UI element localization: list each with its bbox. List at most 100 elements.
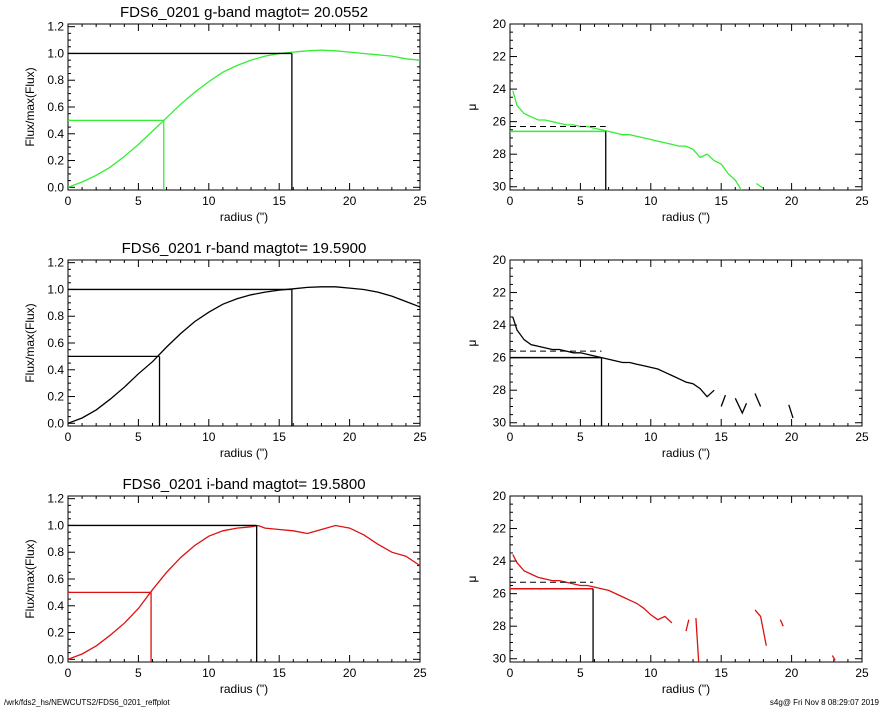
x-tick-label: 20 — [785, 430, 799, 444]
y-tick-label: 30 — [493, 416, 507, 430]
x-axis-label: radius (") — [220, 682, 268, 696]
x-tick-label: 25 — [413, 194, 427, 208]
y-axis-label: Flux/max(Flux) — [23, 303, 37, 382]
x-tick-label: 25 — [855, 430, 869, 444]
y-tick-label: 0.8 — [47, 309, 64, 323]
y-tick-label: 30 — [493, 180, 507, 194]
y-tick-label: 26 — [493, 115, 507, 129]
y-tick-label: 22 — [493, 286, 507, 300]
y-tick-label: 0.0 — [47, 180, 64, 194]
growth-curve — [68, 286, 420, 424]
y-tick-label: 0.6 — [47, 336, 64, 350]
sb-profile-segment — [734, 398, 748, 415]
x-axis-label: radius (") — [662, 210, 710, 224]
x-tick-label: 10 — [644, 666, 658, 680]
y-tick-label: 28 — [493, 383, 507, 397]
y-tick-label: 30 — [493, 652, 507, 666]
x-tick-label: 20 — [343, 666, 357, 680]
x-tick-label: 0 — [65, 430, 72, 444]
plot-frame — [67, 259, 421, 427]
sb-profile-segment — [754, 609, 767, 646]
y-tick-label: 24 — [493, 318, 507, 332]
x-tick-label: 5 — [135, 194, 142, 208]
x-tick-label: 20 — [343, 194, 357, 208]
y-tick-label: 26 — [493, 351, 507, 365]
sb-profile-segment — [788, 404, 794, 419]
x-axis-label: radius (") — [662, 682, 710, 696]
y-tick-label: 1.2 — [47, 20, 64, 34]
chart-title: FDS6_0201 i-band magtot= 19.5800 — [122, 476, 365, 493]
x-tick-label: 5 — [135, 430, 142, 444]
x-tick-label: 10 — [644, 430, 658, 444]
plot-frame — [67, 23, 421, 191]
x-tick-label: 20 — [343, 430, 357, 444]
sb-profile — [512, 90, 743, 190]
plot-area — [68, 286, 420, 426]
y-tick-label: 20 — [493, 489, 507, 503]
x-tick-label: 5 — [577, 430, 584, 444]
chart-panel-5: 0 5 10 15 20 25 0.0 0.2 0.4 0.6 0.8 1.0 1.2 radius ("… — [23, 476, 427, 696]
y-tick-label: 20 — [493, 253, 507, 267]
chart-panel-2: 0 5 10 15 20 25 20 22 24 26 28 30 radius (") μ — [465, 17, 869, 224]
plot-area — [510, 554, 836, 662]
x-tick-label: 15 — [273, 666, 287, 680]
x-tick-label: 25 — [855, 666, 869, 680]
y-tick-label: 22 — [493, 522, 507, 536]
plot-area — [68, 524, 420, 662]
x-tick-label: 10 — [202, 430, 216, 444]
chart-title: FDS6_0201 r-band magtot= 19.5900 — [122, 240, 367, 257]
chart-panel-6: 0 5 10 15 20 25 20 22 24 26 28 30 radius (") μ — [465, 489, 869, 696]
plot-frame — [509, 259, 863, 427]
x-tick-label: 5 — [577, 194, 584, 208]
x-tick-label: 10 — [644, 194, 658, 208]
y-axis-label: μ — [465, 575, 479, 582]
x-tick-label: 0 — [65, 666, 72, 680]
x-tick-label: 15 — [715, 194, 729, 208]
x-tick-label: 15 — [715, 666, 729, 680]
y-axis-label: Flux/max(Flux) — [23, 539, 37, 618]
y-tick-label: 0.2 — [47, 626, 64, 640]
growth-curve — [68, 49, 420, 188]
y-tick-label: 0.0 — [47, 416, 64, 430]
y-tick-label: 0.6 — [47, 572, 64, 586]
x-tick-label: 15 — [273, 194, 287, 208]
plot-area — [68, 49, 420, 190]
x-tick-label: 25 — [413, 666, 427, 680]
y-tick-label: 0.4 — [47, 363, 64, 377]
x-tick-label: 20 — [785, 666, 799, 680]
y-tick-label: 20 — [493, 17, 507, 31]
y-tick-label: 28 — [493, 619, 507, 633]
y-tick-label: 0.8 — [47, 73, 64, 87]
chart-title: FDS6_0201 g-band magtot= 20.0552 — [120, 4, 368, 21]
x-tick-label: 25 — [413, 430, 427, 444]
x-tick-label: 5 — [135, 666, 142, 680]
y-tick-label: 0.0 — [47, 652, 64, 666]
y-tick-label: 1.0 — [47, 282, 64, 296]
y-tick-label: 1.0 — [47, 518, 64, 532]
y-tick-label: 28 — [493, 147, 507, 161]
sb-profile-segment — [720, 394, 727, 407]
sb-profile-segment — [754, 393, 762, 407]
x-tick-label: 0 — [507, 194, 514, 208]
plot-area — [510, 90, 764, 190]
x-tick-label: 25 — [855, 194, 869, 208]
sb-profile-segment — [779, 619, 784, 627]
y-tick-label: 1.2 — [47, 256, 64, 270]
footer-timestamp: s4g@ Fri Nov 8 08:29:07 2019 — [769, 698, 879, 707]
x-tick-label: 5 — [577, 666, 584, 680]
chart-panel-3: 0 5 10 15 20 25 0.0 0.2 0.4 0.6 0.8 1.0 1.2 radius ("… — [23, 240, 427, 460]
x-tick-label: 15 — [715, 430, 729, 444]
y-tick-label: 0.8 — [47, 545, 64, 559]
sb-profile-segment — [831, 655, 836, 661]
y-axis-label: Flux/max(Flux) — [23, 67, 37, 146]
x-axis-label: radius (") — [220, 446, 268, 460]
y-tick-label: 22 — [493, 50, 507, 64]
x-tick-label: 0 — [507, 666, 514, 680]
x-axis-label: radius (") — [220, 210, 268, 224]
chart-panel-1: 0 5 10 15 20 25 0.0 0.2 0.4 0.6 0.8 1.0 1.2 radius ("… — [23, 4, 427, 224]
y-axis-label: μ — [465, 103, 479, 110]
y-tick-label: 0.4 — [47, 127, 64, 141]
footer-filepath: /wrk/fds2_hs/NEWCUTS2/FDS6_0201_reffplot — [4, 698, 170, 707]
sb-profile-segment — [695, 618, 700, 662]
plot-area — [510, 316, 794, 426]
